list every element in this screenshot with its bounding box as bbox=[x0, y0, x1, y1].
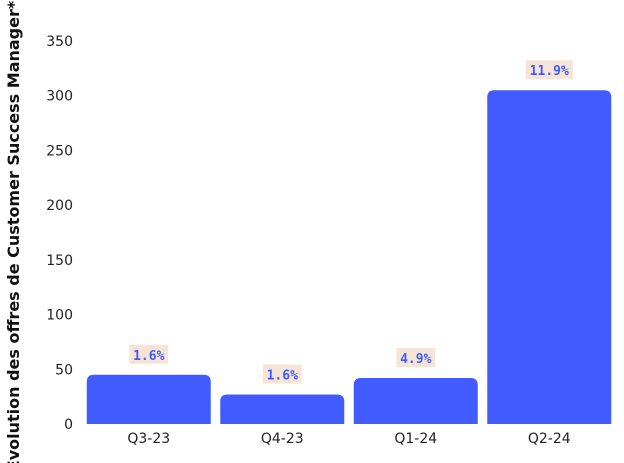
data-label-background bbox=[129, 344, 169, 364]
data-label-text: 1.6% bbox=[267, 368, 298, 383]
data-label-text: 4.9% bbox=[400, 352, 431, 367]
x-tick-label: Q3-23 bbox=[127, 431, 170, 447]
bar-q3-23 bbox=[86, 374, 211, 424]
x-tick-label: Q1-24 bbox=[394, 431, 437, 447]
y-tick-label: 300 bbox=[46, 89, 73, 105]
y-tick-label: 250 bbox=[46, 143, 73, 159]
y-axis-ticks: 0 50 100 150 200 250 300 350 bbox=[46, 34, 73, 433]
y-tick-label: 150 bbox=[46, 253, 73, 269]
x-tick-label: Q4-23 bbox=[261, 431, 304, 447]
data-label-q2-24: 11.9% bbox=[525, 60, 573, 80]
y-axis-label-group: Évolution des offres de Customer Success… bbox=[4, 0, 23, 463]
x-tick-label: Q2-24 bbox=[528, 431, 571, 447]
y-tick-label: 200 bbox=[46, 198, 73, 214]
data-label-text: 11.9% bbox=[530, 64, 569, 79]
x-axis-ticks: Q3-23 Q4-23 Q1-24 Q2-24 bbox=[127, 431, 570, 447]
data-labels: 1.6% 1.6% 4.9% 11.9% bbox=[129, 60, 573, 384]
data-label-background bbox=[396, 348, 436, 368]
data-label-background bbox=[525, 60, 573, 80]
y-tick-label: 350 bbox=[46, 34, 73, 50]
y-tick-label: 50 bbox=[55, 362, 73, 378]
data-label-background bbox=[262, 364, 302, 384]
y-axis-label: Évolution des offres de Customer Success… bbox=[4, 0, 23, 463]
data-label-q3-23: 1.6% bbox=[129, 344, 169, 364]
bar-q2-24 bbox=[487, 90, 612, 424]
data-label-q4-23: 1.6% bbox=[262, 364, 302, 384]
data-label-text: 1.6% bbox=[133, 349, 164, 364]
bars bbox=[86, 90, 612, 424]
data-label-q1-24: 4.9% bbox=[396, 348, 436, 368]
bar-q1-24 bbox=[353, 378, 478, 424]
y-tick-label: 100 bbox=[46, 308, 73, 324]
bar-q4-23 bbox=[220, 394, 345, 424]
y-tick-label: 0 bbox=[64, 417, 73, 433]
